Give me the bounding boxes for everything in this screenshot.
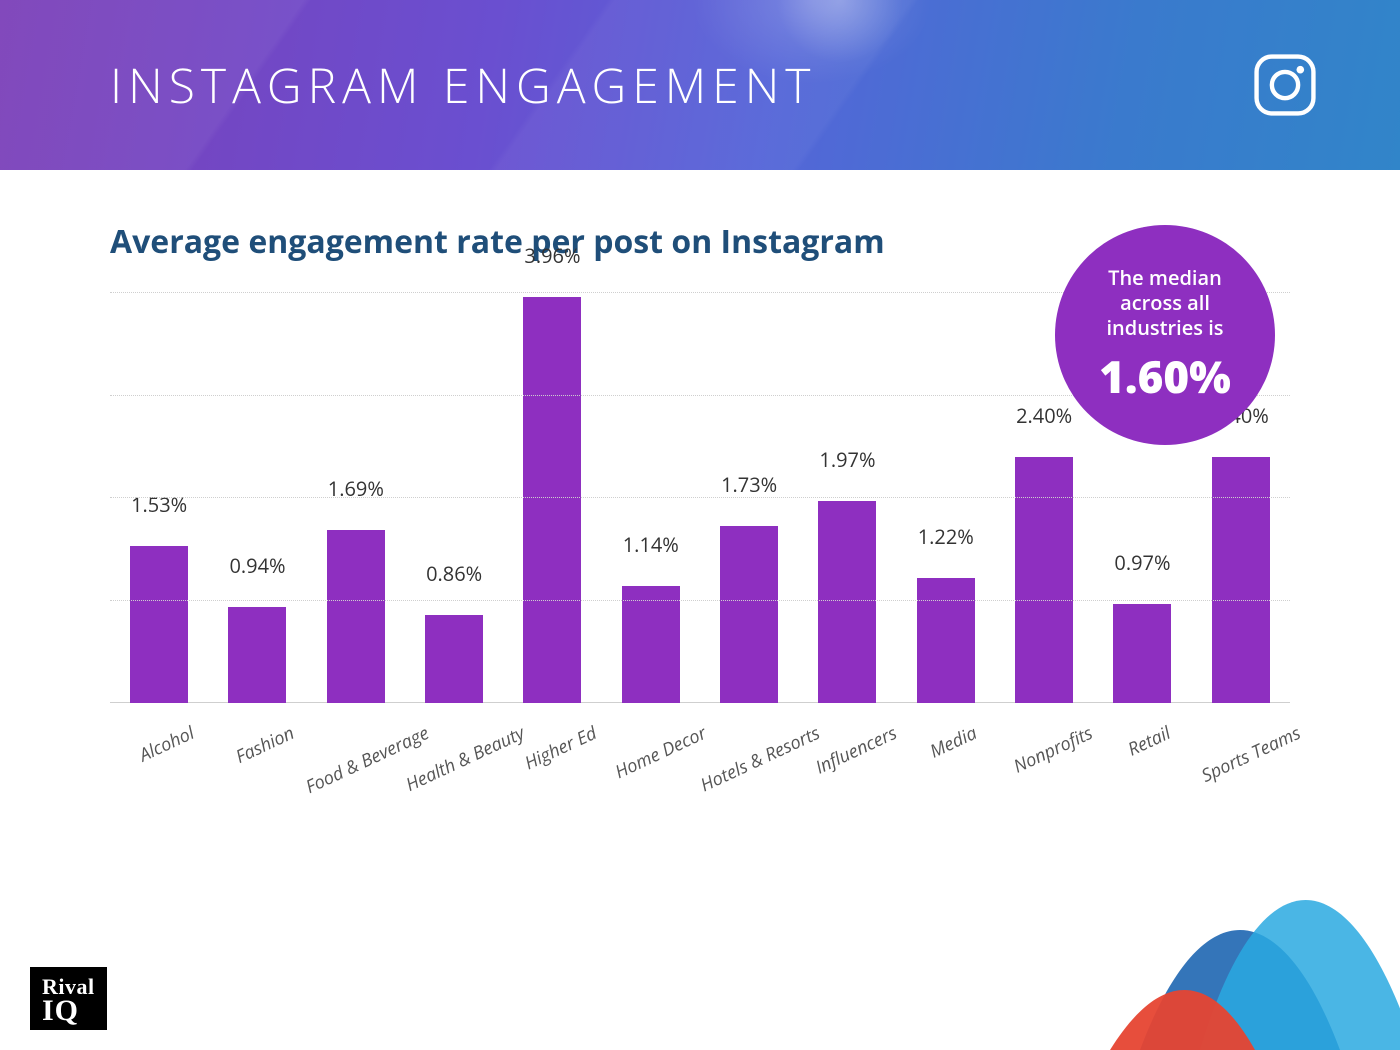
bar-slot: 1.53% xyxy=(110,293,208,703)
bar-slot: 1.22% xyxy=(897,293,995,703)
x-label-slot: Fashion xyxy=(208,703,306,843)
bar-value-label: 1.53% xyxy=(110,491,208,518)
logo-line2: IQ xyxy=(42,997,95,1024)
bar-value-label: 0.97% xyxy=(1093,549,1191,576)
chart-x-labels: Alcohol FashionFood & BeverageHealth & Be… xyxy=(110,703,1290,843)
chart-bar xyxy=(917,578,975,703)
x-axis-label: Retail xyxy=(1124,721,1174,762)
chart-bar xyxy=(425,615,483,703)
bar-value-label: 1.22% xyxy=(897,523,995,550)
x-axis-label: Nonprofits xyxy=(1010,721,1097,779)
x-label-slot: Alcohol xyxy=(110,703,208,843)
chart-gridline xyxy=(110,600,1290,601)
rivaliq-logo: Rival IQ xyxy=(30,967,107,1030)
median-value: 1.60% xyxy=(1099,346,1231,406)
bar-value-label: 3.96% xyxy=(503,242,601,269)
bar-slot: 3.96% xyxy=(503,293,601,703)
chart-bar xyxy=(130,546,188,703)
bar-value-label: 0.94% xyxy=(208,552,306,579)
x-label-slot: Hotels & Resorts xyxy=(700,703,798,843)
x-label-slot: Influencers xyxy=(798,703,896,843)
x-axis-label: Influencers xyxy=(812,721,901,780)
median-badge: The median across all industries is 1.60… xyxy=(1055,225,1275,445)
x-axis-label: Alcohol xyxy=(136,721,199,767)
chart-bar xyxy=(622,586,680,703)
chart-bar xyxy=(720,526,778,703)
bar-value-label: 1.97% xyxy=(798,446,896,473)
bar-value-label: 0.86% xyxy=(405,560,503,587)
chart-bar xyxy=(523,297,581,703)
bar-slot: 1.14% xyxy=(602,293,700,703)
header-banner: INSTAGRAM ENGAGEMENT xyxy=(0,0,1400,170)
bar-value-label: 2.40% xyxy=(995,402,1093,429)
x-label-slot: Home Decor xyxy=(602,703,700,843)
x-label-slot: Food & Beverage xyxy=(307,703,405,843)
x-axis-label: Sports Teams xyxy=(1197,721,1304,788)
bar-slot: 1.69% xyxy=(307,293,405,703)
x-axis-label: Media xyxy=(926,721,981,764)
chart-bar xyxy=(1015,457,1073,703)
x-label-slot: Media xyxy=(897,703,995,843)
chart-bar xyxy=(1212,457,1270,703)
x-label-slot: Health & Beauty xyxy=(405,703,503,843)
chart-bar xyxy=(327,530,385,703)
x-label-slot: Retail xyxy=(1093,703,1191,843)
median-text: The median across all industries is xyxy=(1106,265,1223,340)
x-axis-label: Home Decor xyxy=(611,721,710,784)
header-title: INSTAGRAM ENGAGEMENT xyxy=(110,53,816,118)
x-label-slot: Higher Ed xyxy=(503,703,601,843)
bar-slot: 1.97% xyxy=(798,293,896,703)
chart-bar xyxy=(818,501,876,703)
instagram-icon xyxy=(1250,50,1320,120)
bar-value-label: 1.73% xyxy=(700,471,798,498)
bar-slot: 1.73% xyxy=(700,293,798,703)
bar-value-label: 1.14% xyxy=(602,531,700,558)
chart-bar xyxy=(228,607,286,703)
bar-slot: 0.94% xyxy=(208,293,306,703)
x-axis-label: Higher Ed xyxy=(521,721,601,775)
x-label-slot: Sports Teams xyxy=(1192,703,1290,843)
chart-gridline xyxy=(110,497,1290,498)
chart-bar xyxy=(1113,604,1171,703)
x-label-slot: Nonprofits xyxy=(995,703,1093,843)
bar-slot: 0.86% xyxy=(405,293,503,703)
x-axis-label: Fashion xyxy=(232,721,298,769)
